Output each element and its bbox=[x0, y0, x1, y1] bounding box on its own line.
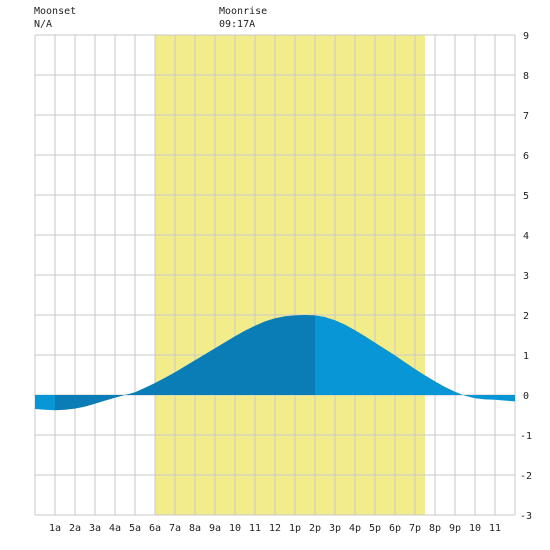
x-tick-label: 12 bbox=[269, 523, 281, 534]
moonset-label: Moonset bbox=[34, 6, 77, 17]
y-tick-label: -1 bbox=[520, 431, 532, 442]
tide-area-segment bbox=[55, 315, 315, 411]
x-tick-label: 6p bbox=[389, 523, 401, 534]
x-tick-label: 2p bbox=[309, 523, 321, 534]
x-tick-label: 3p bbox=[329, 523, 341, 534]
tide-area-segment bbox=[35, 395, 55, 411]
x-tick-label: 4p bbox=[349, 523, 361, 534]
x-tick-label: 7p bbox=[409, 523, 421, 534]
x-tick-label: 9a bbox=[209, 523, 221, 534]
x-tick-label: 6a bbox=[149, 523, 161, 534]
x-tick-label: 5p bbox=[369, 523, 381, 534]
x-tick-label: 7a bbox=[169, 523, 181, 534]
x-tick-label: 10 bbox=[469, 523, 481, 534]
y-tick-label: 6 bbox=[523, 151, 529, 162]
x-tick-label: 1p bbox=[289, 523, 301, 534]
moonrise-time: 09:17A bbox=[219, 19, 256, 30]
x-tick-label: 11 bbox=[249, 523, 261, 534]
y-tick-label: 5 bbox=[523, 191, 529, 202]
x-tick-label: 10 bbox=[229, 523, 241, 534]
tide-area-segment bbox=[315, 315, 515, 402]
y-tick-label: 0 bbox=[523, 391, 529, 402]
x-tick-label: 5a bbox=[129, 523, 141, 534]
moonset-time: N/A bbox=[34, 19, 53, 30]
x-tick-label: 4a bbox=[109, 523, 121, 534]
y-tick-label: 2 bbox=[523, 311, 529, 322]
x-tick-label: 3a bbox=[89, 523, 101, 534]
x-tick-label: 2a bbox=[69, 523, 81, 534]
y-tick-label: 3 bbox=[523, 271, 529, 282]
y-tick-label: 8 bbox=[523, 71, 529, 82]
y-tick-label: -3 bbox=[520, 511, 532, 522]
x-tick-label: 9p bbox=[449, 523, 461, 534]
y-tick-label: 9 bbox=[523, 31, 529, 42]
y-tick-label: -2 bbox=[520, 471, 532, 482]
y-tick-label: 1 bbox=[523, 351, 529, 362]
x-tick-label: 8p bbox=[429, 523, 441, 534]
y-tick-label: 4 bbox=[523, 231, 529, 242]
x-tick-label: 1a bbox=[49, 523, 61, 534]
y-tick-label: 7 bbox=[523, 111, 529, 122]
x-tick-label: 11 bbox=[489, 523, 501, 534]
moonrise-label: Moonrise bbox=[219, 6, 268, 17]
x-tick-label: 8a bbox=[189, 523, 201, 534]
